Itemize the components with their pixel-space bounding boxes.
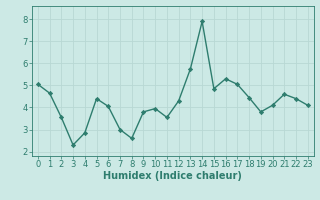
X-axis label: Humidex (Indice chaleur): Humidex (Indice chaleur) bbox=[103, 171, 242, 181]
